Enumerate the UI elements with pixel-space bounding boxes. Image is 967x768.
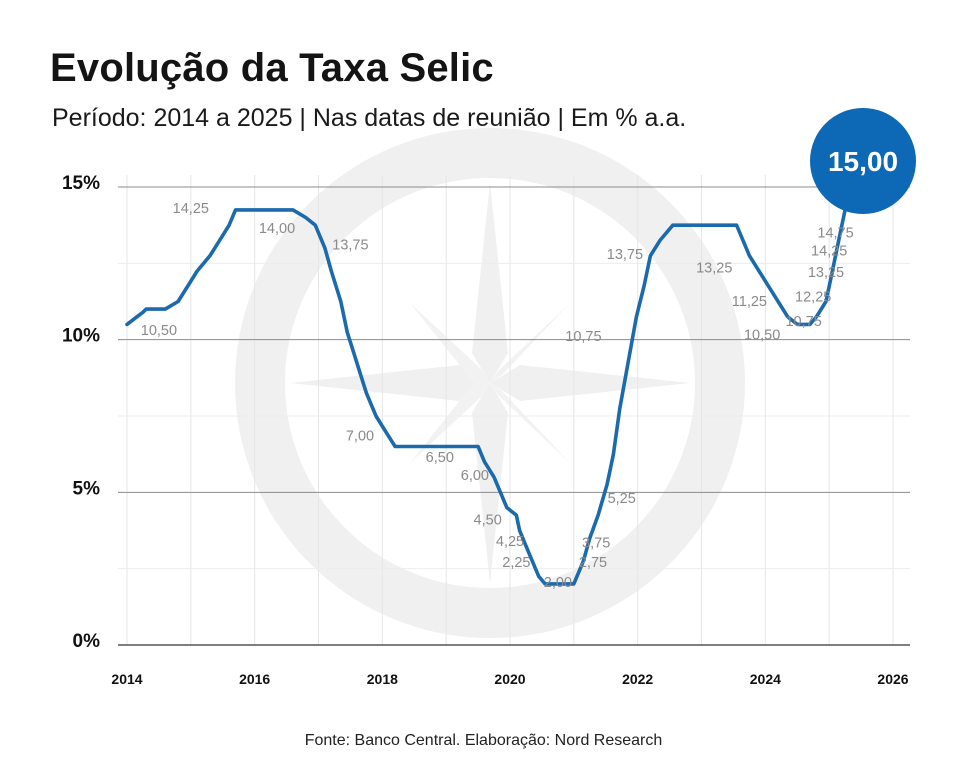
- x-tick-label: 2026: [877, 671, 908, 687]
- x-tick-label: 2020: [494, 671, 525, 687]
- data-label: 3,75: [582, 535, 610, 551]
- x-tick-label: 2022: [622, 671, 653, 687]
- data-label: 13,75: [332, 238, 368, 254]
- chart-title: Evolução da Taxa Selic: [50, 46, 494, 90]
- y-tick-label: 5%: [73, 478, 101, 499]
- data-label: 2,25: [502, 555, 530, 571]
- data-label: 6,50: [426, 450, 454, 466]
- data-label: 10,75: [785, 314, 821, 330]
- data-label: 11,25: [732, 294, 767, 310]
- data-label: 10,50: [744, 328, 780, 344]
- data-label: 10,75: [565, 329, 601, 345]
- y-tick-label: 10%: [62, 326, 100, 347]
- chart-subtitle: Período: 2014 a 2025 | Nas datas de reun…: [52, 104, 687, 132]
- y-tick-label: 15%: [62, 173, 100, 194]
- data-label: 7,00: [346, 428, 374, 444]
- x-tick-label: 2014: [111, 671, 142, 687]
- data-label: 13,75: [607, 247, 643, 263]
- data-label: 14,00: [259, 221, 295, 237]
- selic-series-line: [125, 185, 860, 586]
- x-tick-label: 2016: [239, 671, 270, 687]
- x-tick-label: 2018: [367, 671, 398, 687]
- data-label: 10,50: [141, 323, 177, 339]
- data-label: 13,25: [696, 260, 732, 276]
- data-label: 2,75: [579, 555, 607, 571]
- latest-value-callout: 15,00: [810, 108, 916, 214]
- source-note: Fonte: Banco Central. Elaboração: Nord R…: [304, 732, 663, 749]
- callout-label: 15,00: [828, 146, 898, 177]
- data-label: 12,25: [795, 290, 831, 306]
- data-label: 14,75: [817, 225, 853, 241]
- callout-circle: [810, 108, 916, 214]
- x-tick-label: 2024: [750, 671, 781, 687]
- y-tick-label: 0%: [73, 631, 101, 652]
- data-label: 4,50: [474, 512, 502, 528]
- data-label: 14,25: [811, 244, 847, 260]
- data-label: 14,25: [173, 201, 209, 217]
- data-label: 4,25: [496, 534, 524, 550]
- data-label: 13,25: [808, 265, 844, 281]
- data-label: 6,00: [461, 468, 489, 484]
- compass-rose-icon: [235, 128, 745, 638]
- data-label: 5,25: [608, 491, 636, 507]
- data-label: 2,00: [544, 575, 572, 591]
